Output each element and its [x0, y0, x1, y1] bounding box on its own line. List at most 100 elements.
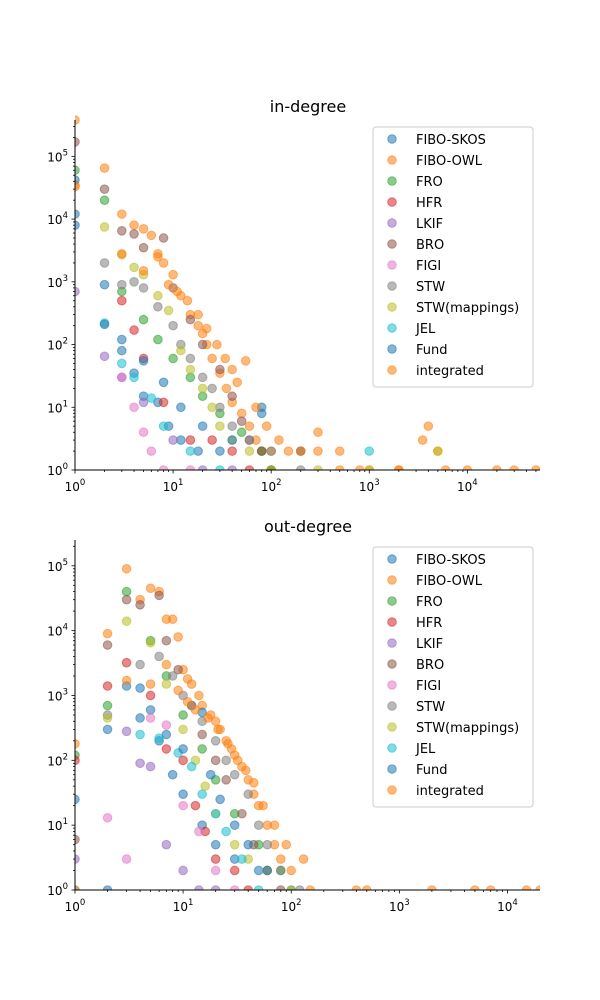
data-point: [99, 279, 110, 290]
data-point: [102, 628, 113, 639]
legend-marker: [387, 617, 397, 627]
data-point: [227, 446, 237, 456]
data-point: [197, 372, 208, 383]
data-point: [138, 314, 149, 325]
data-point: [146, 393, 157, 403]
data-point: [135, 600, 145, 610]
data-point: [207, 435, 217, 445]
data-point: [138, 242, 149, 253]
data-point: [117, 248, 127, 259]
data-point: [176, 345, 186, 356]
data-point: [178, 755, 188, 766]
data-point: [261, 421, 272, 431]
data-point: [232, 755, 243, 766]
data-point: [154, 651, 164, 662]
data-point: [210, 755, 221, 766]
data-point: [462, 465, 473, 470]
data-point: [212, 339, 222, 350]
data-point: [168, 435, 178, 445]
x-tick-label: 100: [65, 478, 86, 494]
data-point: [102, 885, 113, 890]
data-point: [433, 446, 443, 456]
data-point: [351, 885, 362, 890]
data-point: [205, 769, 216, 780]
legend-label: JEL: [415, 322, 436, 337]
data-point: [75, 834, 80, 845]
data-point: [185, 353, 196, 364]
y-tick-label: 104: [47, 623, 68, 639]
data-point: [185, 446, 196, 456]
legend-marker: [387, 575, 397, 585]
data-point: [305, 885, 316, 890]
data-point: [153, 252, 163, 262]
data-point: [145, 705, 156, 715]
legend-label: FIBO-OWL: [416, 154, 483, 169]
data-point: [244, 435, 255, 445]
axes: 100 101 102 103 104 100 101 102 103 104 105: [47, 120, 540, 494]
data-point: [210, 885, 221, 890]
legend-marker: [387, 281, 397, 291]
data-point: [102, 681, 113, 691]
data-point: [243, 789, 254, 800]
y-tick-label: 103: [47, 274, 68, 290]
data-point: [173, 632, 183, 642]
data-point: [251, 402, 261, 413]
legend-label: STW: [416, 280, 445, 295]
x-tick-label: 103: [359, 478, 380, 494]
data-point: [223, 738, 233, 749]
y-tick-label: 105: [47, 148, 68, 164]
data-point: [135, 659, 145, 670]
data-point: [75, 181, 80, 192]
data-point: [266, 465, 276, 470]
data-point: [129, 229, 139, 239]
data-point: [298, 854, 309, 864]
x-tick-label: 104: [457, 478, 478, 494]
data-point: [197, 729, 207, 740]
data-point: [210, 865, 221, 876]
y-tick-label: 105: [47, 558, 68, 574]
data-point: [102, 724, 113, 735]
legend-marker: [387, 176, 397, 186]
data-point: [178, 800, 188, 811]
legend-marker: [387, 638, 397, 648]
legend-marker: [387, 785, 397, 795]
data-point: [146, 230, 157, 241]
data-point: [509, 465, 519, 470]
data-point: [243, 885, 254, 890]
data-point: [197, 789, 207, 800]
y-tick-label: 101: [47, 399, 68, 415]
data-point: [117, 209, 127, 219]
data-point: [253, 865, 264, 876]
data-point: [138, 283, 149, 293]
y-tick-label: 100: [47, 462, 68, 478]
legend-label: BRO: [416, 658, 444, 673]
data-point: [185, 364, 196, 375]
in-degree-panel: in-degree 100 101 102 103 104 100 101 102 103 104…: [47, 97, 540, 494]
data-point: [178, 744, 188, 754]
data-point: [75, 137, 80, 147]
data-point: [99, 319, 110, 330]
data-point: [253, 885, 264, 890]
data-point: [102, 812, 113, 823]
data-point: [256, 408, 267, 419]
data-point: [182, 696, 193, 707]
data-point: [269, 820, 280, 830]
data-point: [492, 465, 502, 470]
data-point: [240, 356, 251, 366]
data-point: [75, 738, 80, 749]
data-point: [121, 726, 132, 737]
data-point: [121, 563, 132, 574]
data-point: [161, 679, 172, 689]
x-tick-label: 102: [261, 478, 282, 494]
data-point: [168, 320, 178, 331]
data-point: [258, 800, 268, 811]
data-point: [185, 372, 196, 383]
data-point: [75, 885, 80, 890]
data-point: [240, 765, 251, 776]
y-tick-label: 104: [47, 211, 68, 227]
chart-title: in-degree: [270, 97, 346, 116]
legend: FIBO-SKOS FIBO-OWL FRO HFR LKIF BRO FIGI STW STW…: [372, 546, 534, 808]
data-point: [194, 690, 204, 701]
y-tick-label: 101: [47, 817, 68, 833]
data-point: [168, 269, 178, 280]
